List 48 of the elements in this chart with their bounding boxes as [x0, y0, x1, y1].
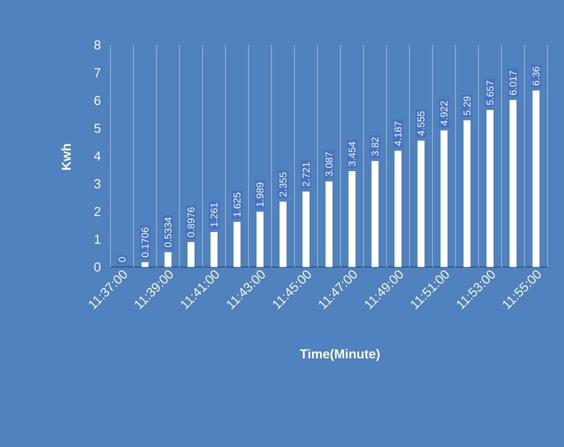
data-label: 0 [118, 257, 126, 262]
data-label: 4.922 [440, 101, 448, 126]
y-tick-label: 7 [94, 68, 100, 78]
bar [348, 171, 356, 267]
bar [164, 252, 172, 267]
data-label: 0.1706 [141, 228, 149, 258]
y-tick-label: 2 [94, 206, 100, 216]
data-label: 2.721 [302, 162, 310, 186]
bar [532, 90, 540, 267]
y-tick-label: 1 [94, 234, 100, 244]
data-label: 6.017 [509, 70, 517, 95]
data-label: 6.36 [532, 66, 540, 86]
data-label: 3.454 [348, 142, 356, 166]
data-label: 3.82 [371, 137, 379, 156]
bar [326, 181, 333, 267]
data-label: 4.555 [418, 111, 424, 136]
y-tick-label: 0 [94, 262, 100, 272]
data-label: 1.261 [210, 202, 218, 227]
y-tick-label: 3 [94, 179, 100, 188]
data-label: 2.355 [279, 172, 287, 196]
y-axis-title: Kwh [61, 144, 71, 170]
x-axis-title: Time(Minute) [300, 348, 380, 362]
bar [464, 120, 471, 267]
bar [234, 222, 241, 267]
bar [486, 110, 494, 267]
data-label: 5.29 [463, 96, 471, 116]
bar [302, 191, 310, 267]
bar [418, 140, 425, 267]
data-label: 1.625 [233, 192, 241, 216]
data-label: 5.657 [486, 80, 494, 105]
data-label: 0.5334 [164, 217, 172, 248]
y-tick-label: 5 [94, 124, 100, 133]
bar [394, 150, 402, 267]
bar [372, 160, 379, 267]
bar [280, 202, 287, 267]
data-label: 3.087 [325, 152, 333, 176]
bar [142, 262, 149, 267]
y-tick-label: 8 [94, 40, 100, 50]
bar [256, 212, 264, 267]
y-tick-label: 6 [94, 96, 100, 106]
bar [510, 100, 517, 267]
data-label: 4.187 [394, 122, 402, 146]
data-label: 0.8976 [187, 207, 195, 237]
data-label: 1.989 [256, 182, 264, 206]
bar [210, 232, 218, 267]
bar [188, 242, 195, 267]
bar [440, 130, 448, 267]
y-tick-label: 4 [94, 152, 101, 160]
